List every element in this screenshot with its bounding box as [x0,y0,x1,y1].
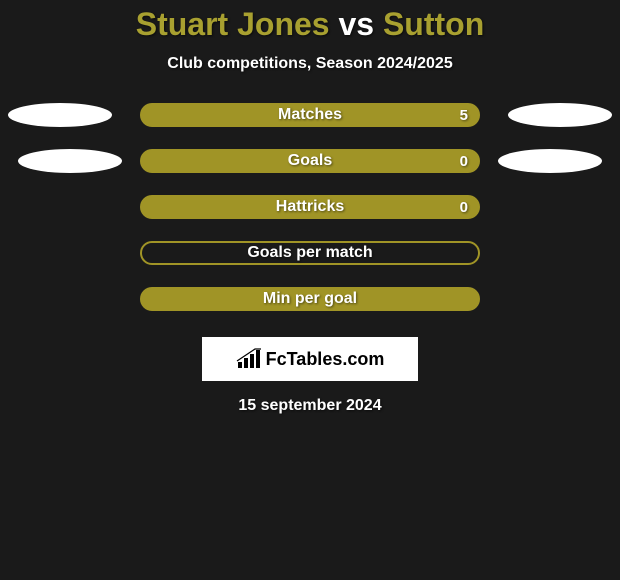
brand-text: FcTables.com [266,349,385,370]
stat-row: Hattricks 0 [0,195,620,219]
stat-row: Min per goal [0,287,620,311]
stat-label: Min per goal [263,290,357,308]
stat-row: Goals 0 [0,149,620,173]
stat-bar: Matches 5 [140,103,480,127]
left-ellipse [18,149,122,173]
title-vs: vs [338,6,374,42]
right-ellipse [498,149,602,173]
page-title: Stuart Jones vs Sutton [136,6,485,43]
right-ellipse [508,103,612,127]
left-ellipse [8,103,112,127]
stat-value: 5 [460,107,468,124]
brand-box: FcTables.com [202,337,418,381]
infographic-container: Stuart Jones vs Sutton Club competitions… [0,0,620,415]
stat-row: Goals per match [0,241,620,265]
bar-chart-icon [236,348,262,370]
stat-label: Goals per match [247,244,372,262]
stat-bar: Goals 0 [140,149,480,173]
stat-rows: Matches 5 Goals 0 Hattricks 0 Goals per match M… [0,103,620,311]
title-opponent: Sutton [383,6,484,42]
stat-bar: Hattricks 0 [140,195,480,219]
subtitle: Club competitions, Season 2024/2025 [167,55,452,73]
stat-value: 0 [460,199,468,216]
stat-label: Hattricks [276,198,344,216]
stat-bar: Goals per match [140,241,480,265]
stat-value: 0 [460,153,468,170]
title-player: Stuart Jones [136,6,330,42]
stat-bar: Min per goal [140,287,480,311]
stat-label: Matches [278,106,342,124]
date-text: 15 september 2024 [238,397,381,415]
stat-label: Goals [288,152,332,170]
stat-row: Matches 5 [0,103,620,127]
